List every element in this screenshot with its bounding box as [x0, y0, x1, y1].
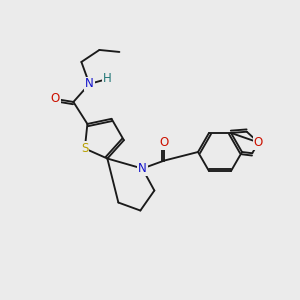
- Text: O: O: [254, 136, 263, 149]
- Text: O: O: [51, 92, 60, 105]
- Text: N: N: [85, 77, 94, 90]
- Text: N: N: [138, 162, 147, 175]
- Text: O: O: [160, 136, 169, 149]
- Text: H: H: [103, 72, 112, 86]
- Text: S: S: [81, 142, 88, 155]
